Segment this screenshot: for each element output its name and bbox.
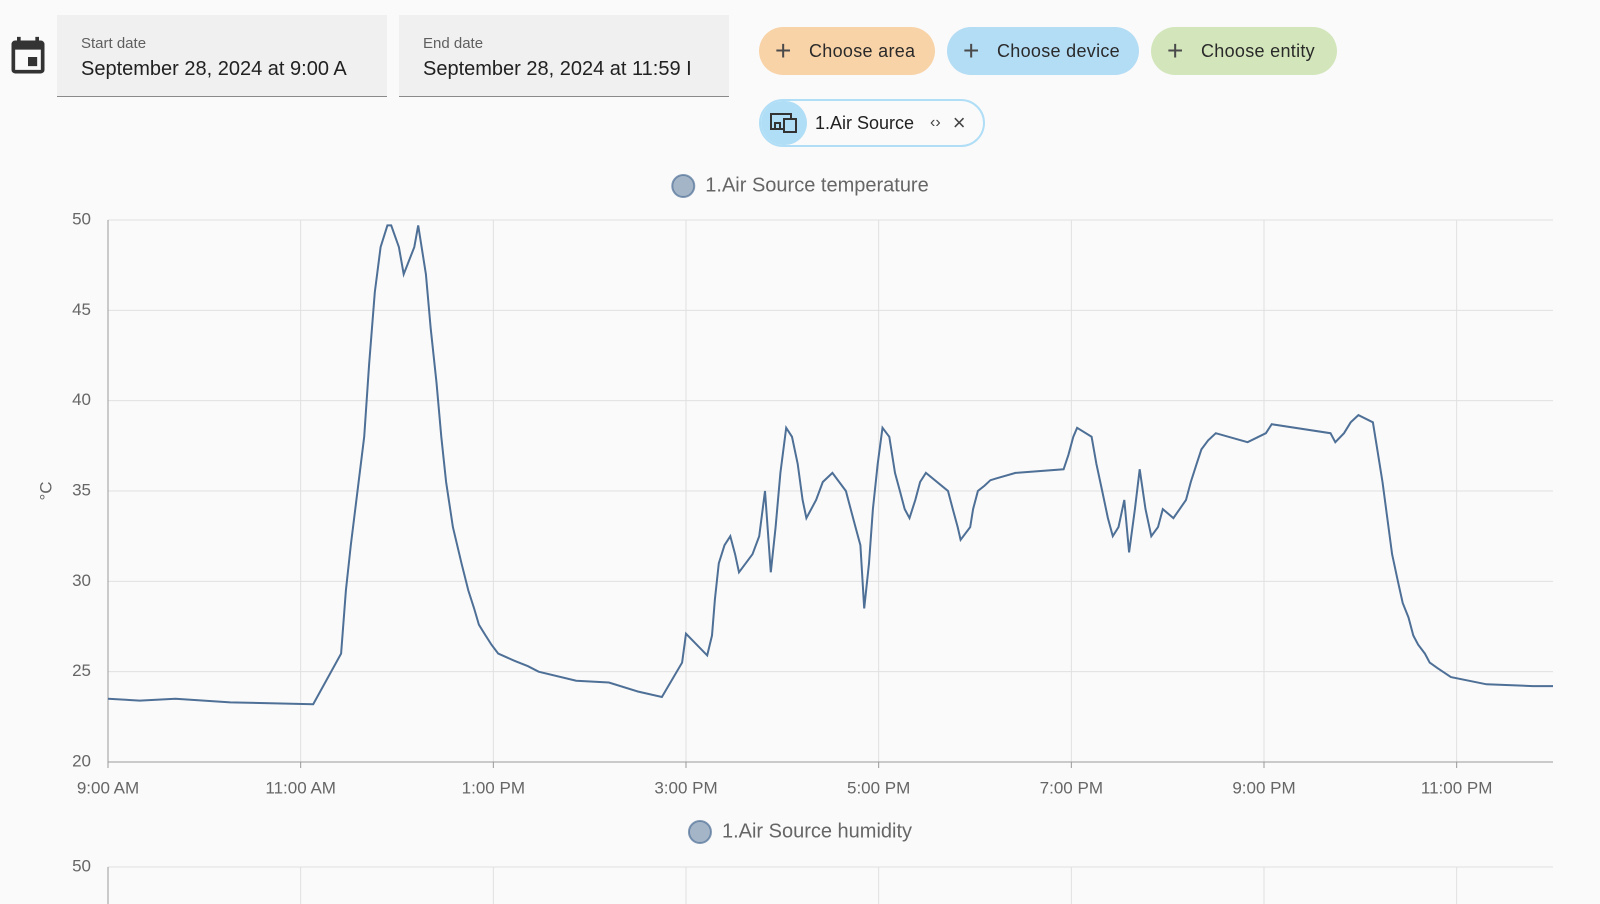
y-tick-label: 30: [72, 571, 91, 590]
y-tick-label: 25: [72, 661, 91, 680]
choose-area-button[interactable]: + Choose area: [759, 27, 935, 75]
y-axis-label: °C: [36, 481, 55, 500]
expand-icon[interactable]: ‹›: [930, 114, 941, 131]
button-label: Choose device: [997, 40, 1120, 61]
device-icon: [761, 101, 807, 145]
y-tick-label: 50: [72, 209, 91, 228]
line-series: [107, 224, 1553, 706]
x-tick-label: 1:00 PM: [462, 778, 525, 797]
y-tick-label: 40: [72, 390, 91, 409]
legend-label: 1.Air Source humidity: [722, 820, 912, 842]
legend-swatch: [671, 174, 696, 198]
remove-icon[interactable]: ×: [952, 110, 966, 135]
button-label: Choose area: [809, 40, 916, 61]
start-date-value: September 28, 2024 at 9:00 A: [81, 58, 347, 80]
end-date-field[interactable]: End date September 28, 2024 at 11:59 I: [399, 15, 729, 97]
x-tick-label: 11:00 AM: [265, 778, 336, 797]
legend-label: 1.Air Source temperature: [705, 174, 928, 196]
x-tick-label: 9:00 AM: [77, 778, 139, 797]
legend-swatch: [687, 820, 712, 844]
button-label: Choose entity: [1201, 40, 1315, 61]
y-tick-label: 20: [72, 751, 91, 770]
device-chip[interactable]: 1.Air Source ‹› ×: [759, 99, 985, 147]
x-tick-label: 11:00 PM: [1421, 778, 1493, 797]
x-tick-label: 5:00 PM: [847, 778, 910, 797]
calendar-icon[interactable]: [6, 35, 50, 79]
chip-label: 1.Air Source: [815, 112, 915, 133]
choose-device-button[interactable]: + Choose device: [947, 27, 1139, 75]
x-tick-label: 9:00 PM: [1232, 778, 1295, 797]
y-tick-label: 35: [72, 480, 91, 499]
end-date-value: September 28, 2024 at 11:59 I: [423, 58, 692, 80]
start-date-label: Start date: [81, 35, 147, 52]
choose-entity-button[interactable]: + Choose entity: [1151, 27, 1337, 75]
x-tick-label: 3:00 PM: [654, 778, 717, 797]
x-tick-label: 7:00 PM: [1040, 778, 1103, 797]
y-tick-label: 45: [72, 300, 91, 319]
y-tick-label: 50: [72, 856, 91, 875]
start-date-field[interactable]: Start date September 28, 2024 at 9:00 A: [57, 15, 387, 97]
end-date-label: End date: [423, 35, 484, 52]
